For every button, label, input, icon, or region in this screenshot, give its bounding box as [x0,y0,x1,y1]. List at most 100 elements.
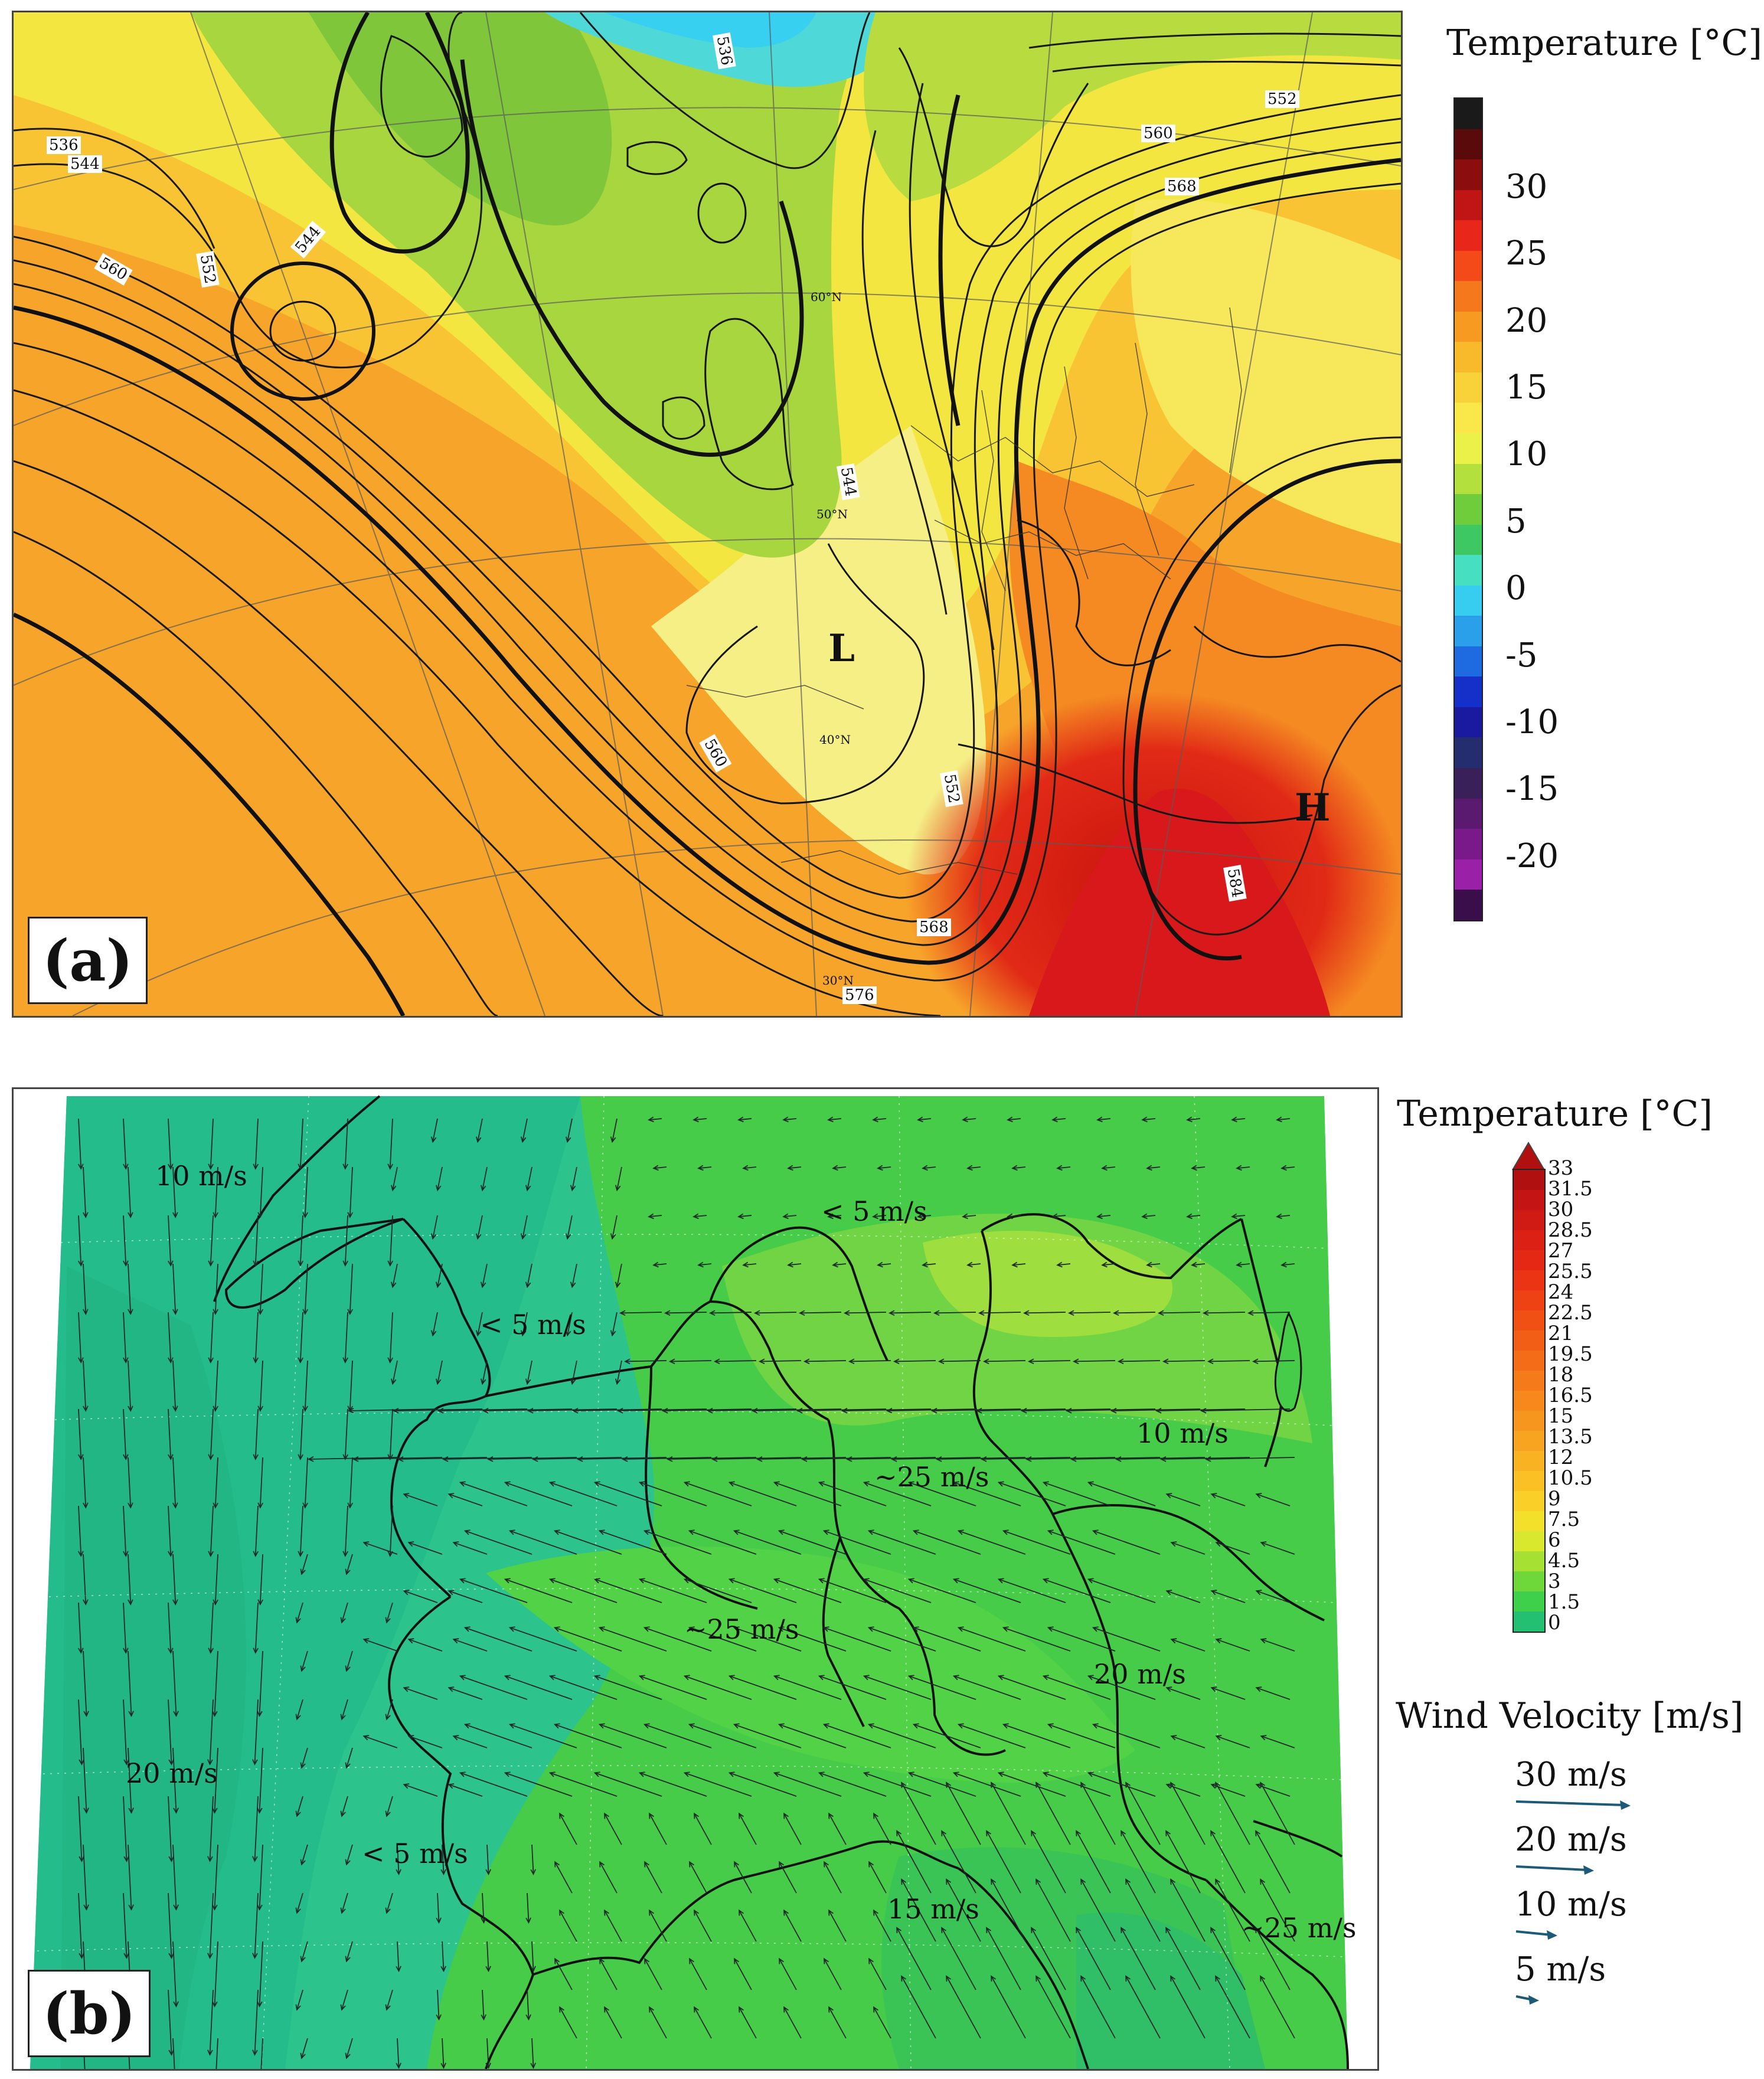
wind-vector [83,1650,87,1716]
wind-vector-head [168,1953,174,1959]
colorbar-swatch [1455,890,1482,920]
wind-annotation: ~25 m/s [684,1613,799,1645]
wind-vector [779,1724,847,1748]
wind-vector-head [962,1213,968,1220]
wind-vector-head [345,1859,351,1866]
wind-vector [349,1360,353,1411]
wind-vector-head [1068,1310,1074,1316]
wind-vector-head [922,1165,928,1171]
wind-vector-head [207,1953,213,1959]
wind-vector [1171,1639,1206,1652]
wind-legend-label: 20 m/s [1515,1820,1627,1859]
wind-vector-head [440,1966,446,1972]
wind-vector [1093,1530,1161,1555]
wind-vector-head [83,1405,89,1412]
wind-vector [531,1844,534,1874]
wind-vector-head [475,1136,482,1143]
wind-vector [739,1813,757,1845]
wind-vector [214,1844,218,1910]
colorbar-swatch [1514,1491,1544,1511]
wind-vector-head [986,1830,992,1836]
wind-vector-head [787,1261,793,1268]
wind-vector-head [683,1481,690,1487]
wind-vector-head [385,1810,391,1818]
wind-vector [913,1724,981,1748]
wind-vector-head [1031,1927,1037,1933]
wind-vector-head [773,1675,780,1681]
colorbar-tick-label: -5 [1505,636,1538,675]
wind-vector-head [437,1408,444,1414]
wind-vector [442,2038,445,2068]
wind-vector-head [1121,1927,1126,1933]
wind-vector-head [649,1812,654,1819]
wind-vector-head [983,1358,989,1365]
wind-vector-head [1073,1358,1079,1365]
wind-vector [83,1360,87,1411]
wind-vector [923,1166,936,1169]
wind-vector [214,1360,218,1411]
wind-vector-head [387,1163,393,1170]
wind-vector [1210,1927,1246,1990]
wind-vector-head [997,1578,1004,1584]
wind-vector [349,1457,353,1508]
wind-vector [594,1482,662,1506]
wind-vector [1113,1312,1156,1314]
wind-vector [78,1312,82,1362]
wind-vector [779,1861,797,1894]
wind-vector-head [83,1212,89,1218]
wind-vector [1261,1542,1295,1555]
wind-vector [578,1457,667,1460]
wind-vector-head [669,1358,675,1365]
wind-vector-head [123,1551,129,1557]
wind-vector [783,1910,802,1942]
wind-vector [1158,1312,1201,1314]
wind-vector [123,1699,128,1764]
wind-vector-head [1276,1213,1282,1220]
wind-vector-head [689,1957,694,1964]
wind-vector-head [1165,1493,1172,1499]
wind-vector [1121,1927,1156,1990]
wind-vector [168,1892,172,1958]
wind-legend-label: 30 m/s [1515,1756,1627,1794]
wind-vector [654,1166,667,1169]
wind-vector-head [1165,1590,1172,1596]
wind-vector-head [508,1529,515,1535]
wind-vector [397,2038,400,2068]
colorbar-swatch [1455,676,1482,707]
wind-vector-head [1035,1781,1041,1788]
wind-vector-head [733,1723,740,1729]
wind-vector [1255,1830,1291,1894]
wind-vector-head [257,1405,263,1412]
wind-vector [437,1263,443,1287]
wind-vector-head [345,2052,351,2060]
wind-vector [397,1941,400,1971]
wind-temperature-map-panel: 10 m/s < 5 m/s < 5 m/s 10 m/s ~25 m/s ~2… [12,1087,1379,2071]
wind-vector-head [782,1213,789,1220]
wind-vector-head [1162,1358,1169,1365]
wind-vector [168,1989,172,2055]
wind-vector-head [615,1185,621,1192]
wind-vector-head [709,1310,716,1316]
wind-vector [941,1927,976,1990]
wind-vector-head [917,1116,923,1123]
wind-vector [346,1747,353,1768]
wind-vector [259,1166,263,1217]
wind-vector [83,1554,87,1604]
wind-vector-head [253,1163,259,1170]
wind-vector-head [828,1909,834,1916]
wind-vector-head [1101,1261,1108,1268]
wind-vector [909,1578,976,1603]
wind-vector-head [652,1165,659,1171]
wind-vector-head [390,1185,397,1192]
wind-vector-head [783,1909,789,1916]
wind-vector-head [548,1578,556,1584]
wind-vector [644,1627,712,1652]
wind-vector-head [610,1136,616,1143]
wind-vector [873,1910,891,1942]
wind-vector-head [1231,1116,1237,1123]
wind-vector [168,1118,172,1169]
wind-vector [991,1782,1026,1845]
wind-vector-head [952,1481,959,1487]
wind-vector-head [565,1136,571,1143]
wind-vector-head [1260,1638,1267,1644]
